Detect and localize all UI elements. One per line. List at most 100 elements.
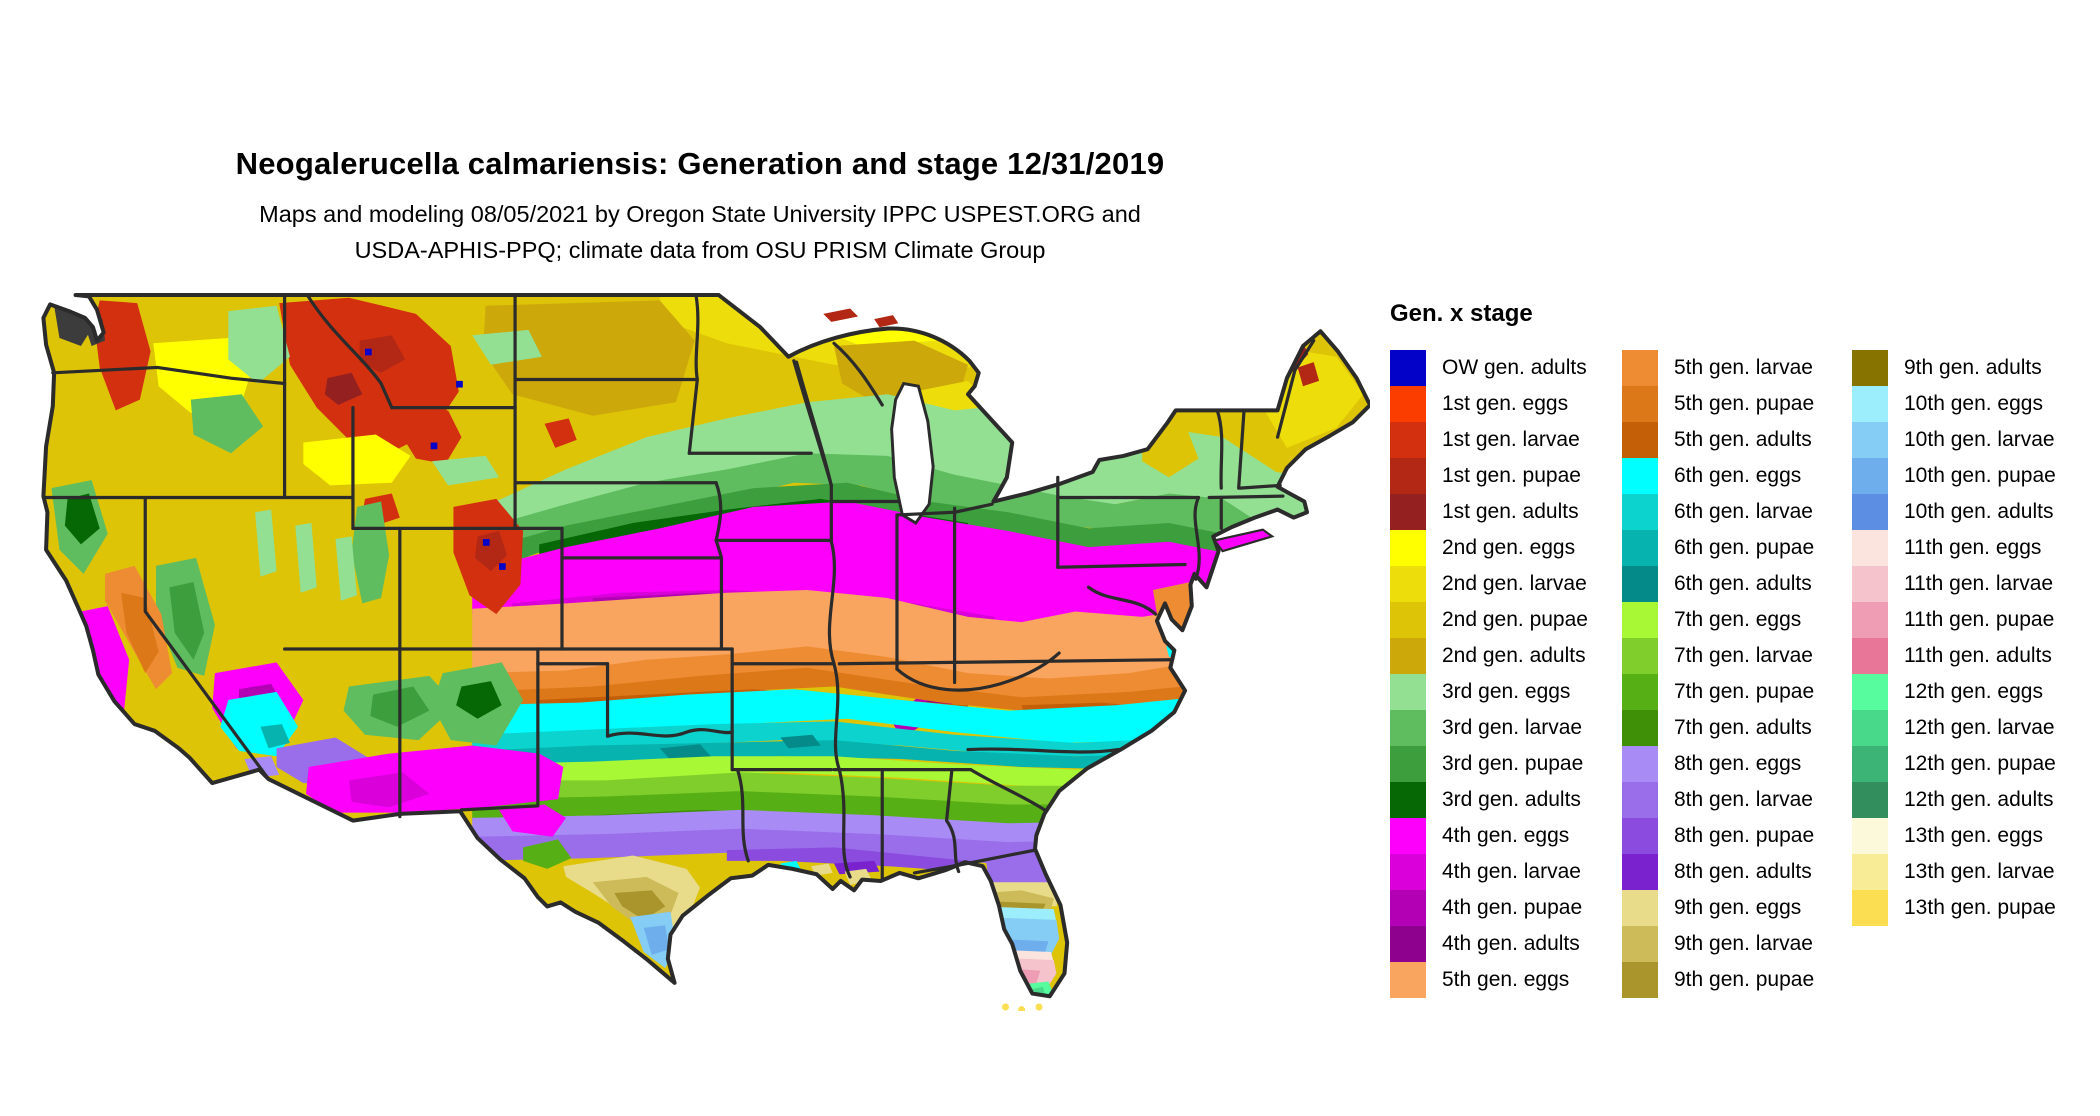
legend-swatch [1852, 746, 1888, 782]
legend-item-label: 3rd gen. eggs [1442, 680, 1571, 703]
map-region-mt-green2 [432, 455, 499, 486]
legend-swatch [1390, 674, 1426, 710]
legend-swatch [1390, 890, 1426, 926]
legend-item-label: 4th gen. larvae [1442, 860, 1581, 883]
legend-item: 5th gen. larvae [1622, 350, 1852, 386]
map-region-nv-range2 [295, 522, 317, 593]
legend-item: 5th gen. adults [1622, 422, 1852, 458]
legend-swatch [1852, 530, 1888, 566]
map-speck-ow-5 [456, 380, 463, 388]
map-band-3rd-pupae [472, 482, 1370, 593]
legend-item: 7th gen. eggs [1622, 602, 1852, 638]
map-region-rockies-darkred1 [359, 335, 406, 373]
map-region-wtx-magenta [499, 804, 566, 837]
map-region-maine-darkred2 [1297, 362, 1320, 387]
legend-item-label: 7th gen. larvae [1674, 644, 1813, 667]
legend-item-label: 12th gen. adults [1904, 788, 2054, 811]
legend-item-label: 5th gen. eggs [1442, 968, 1570, 991]
legend-swatch [1390, 854, 1426, 890]
legend-item-label: 12th gen. pupae [1904, 752, 2056, 775]
legend-item: 10th gen. pupae [1852, 458, 2056, 494]
legend-swatch [1390, 530, 1426, 566]
map-region-nv-range1 [255, 509, 277, 577]
legend-item-label: 10th gen. adults [1904, 500, 2054, 523]
legend-item: 3rd gen. adults [1390, 782, 1622, 818]
legend-item: 5th gen. pupae [1622, 386, 1852, 422]
legend-item: 6th gen. adults [1622, 566, 1852, 602]
legend-item: 11th gen. eggs [1852, 530, 2056, 566]
legend-item: 9th gen. adults [1852, 350, 2056, 386]
legend-swatch [1390, 710, 1426, 746]
legend-item: 1st gen. larvae [1390, 422, 1622, 458]
legend-swatch [1390, 566, 1426, 602]
legend-swatch [1852, 818, 1888, 854]
legend-item-label: 11th gen. larvae [1904, 572, 2054, 595]
legend-item: 7th gen. larvae [1622, 638, 1852, 674]
legend-swatch [1622, 602, 1658, 638]
legend-item-label: 9th gen. eggs [1674, 896, 1802, 919]
map-region-snake-yellow [303, 434, 411, 486]
legend-item: 10th gen. adults [1852, 494, 2056, 530]
legend-item: 12th gen. larvae [1852, 710, 2056, 746]
legend-swatch [1622, 926, 1658, 962]
map-band-5th-adults [539, 689, 968, 717]
legend-swatch [1622, 854, 1658, 890]
legend-item-label: OW gen. adults [1442, 356, 1587, 379]
legend-item-label: 7th gen. eggs [1674, 608, 1802, 631]
state-borders [41, 293, 1316, 882]
legend-item: 13th gen. pupae [1852, 890, 2056, 926]
legend-swatch [1622, 458, 1658, 494]
legend-swatch [1390, 638, 1426, 674]
legend-swatch [1622, 890, 1658, 926]
legend-item-label: 12th gen. eggs [1904, 680, 2043, 703]
legend-item-label: 11th gen. adults [1904, 644, 2052, 667]
map-region-sierra-darkgreen [169, 581, 205, 660]
legend-swatch [1390, 350, 1426, 386]
legend-item: 1st gen. pupae [1390, 458, 1622, 494]
map-region-mt-green1 [472, 329, 542, 365]
legend-item: 11th gen. pupae [1852, 602, 2056, 638]
legend-swatch [1852, 386, 1888, 422]
legend-item: 9th gen. eggs [1622, 890, 1852, 926]
legend-item-label: 7th gen. pupae [1674, 680, 1815, 703]
legend-item-label: 4th gen. eggs [1442, 824, 1570, 847]
legend-swatch [1852, 710, 1888, 746]
florida-keys-1 [1002, 1003, 1010, 1011]
legend-item-label: 8th gen. adults [1674, 860, 1812, 883]
legend-swatch [1622, 674, 1658, 710]
legend-swatch [1390, 782, 1426, 818]
legend-item: 3rd gen. larvae [1390, 710, 1622, 746]
map-region-davis-green [523, 839, 572, 869]
legend-item: 4th gen. pupae [1390, 890, 1622, 926]
us-map-container [30, 287, 1370, 1011]
legend-item: 11th gen. adults [1852, 638, 2056, 674]
map-region-stx-khaki3 [614, 890, 666, 920]
legend-swatch [1622, 638, 1658, 674]
legend-item: 2nd gen. eggs [1390, 530, 1622, 566]
legend-swatch [1390, 926, 1426, 962]
legend-item-label: 3rd gen. adults [1442, 788, 1581, 811]
legend-swatch [1622, 782, 1658, 818]
map-speck-ow-4 [365, 348, 372, 356]
legend-swatch [1390, 458, 1426, 494]
legend-item: 10th gen. eggs [1852, 386, 2056, 422]
legend-item-label: 5th gen. larvae [1674, 356, 1813, 379]
legend-item-label: 8th gen. pupae [1674, 824, 1815, 847]
legend-item-label: 10th gen. pupae [1904, 464, 2056, 487]
legend-item: 12th gen. pupae [1852, 746, 2056, 782]
legend-item-label: 3rd gen. larvae [1442, 716, 1583, 739]
map-region-blue-mtns-green [190, 394, 264, 454]
legend-item-label: 12th gen. larvae [1904, 716, 2055, 739]
legend-item-label: 9th gen. pupae [1674, 968, 1815, 991]
map-region-stx-blue2 [643, 925, 670, 955]
map-region-central-valley-core [121, 592, 159, 674]
legend-item-label: 10th gen. eggs [1904, 392, 2043, 415]
lake-michigan [890, 381, 935, 525]
isle-royale [823, 308, 859, 322]
us-outline [41, 293, 1370, 999]
legend-swatch [1622, 746, 1658, 782]
legend-item: 5th gen. eggs [1390, 962, 1622, 998]
legend-item-label: 9th gen. adults [1904, 356, 2042, 379]
legend-column-2: 5th gen. larvae 5th gen. pupae 5th gen. ad… [1622, 350, 1852, 998]
map-region-nv-range3 [335, 536, 357, 601]
